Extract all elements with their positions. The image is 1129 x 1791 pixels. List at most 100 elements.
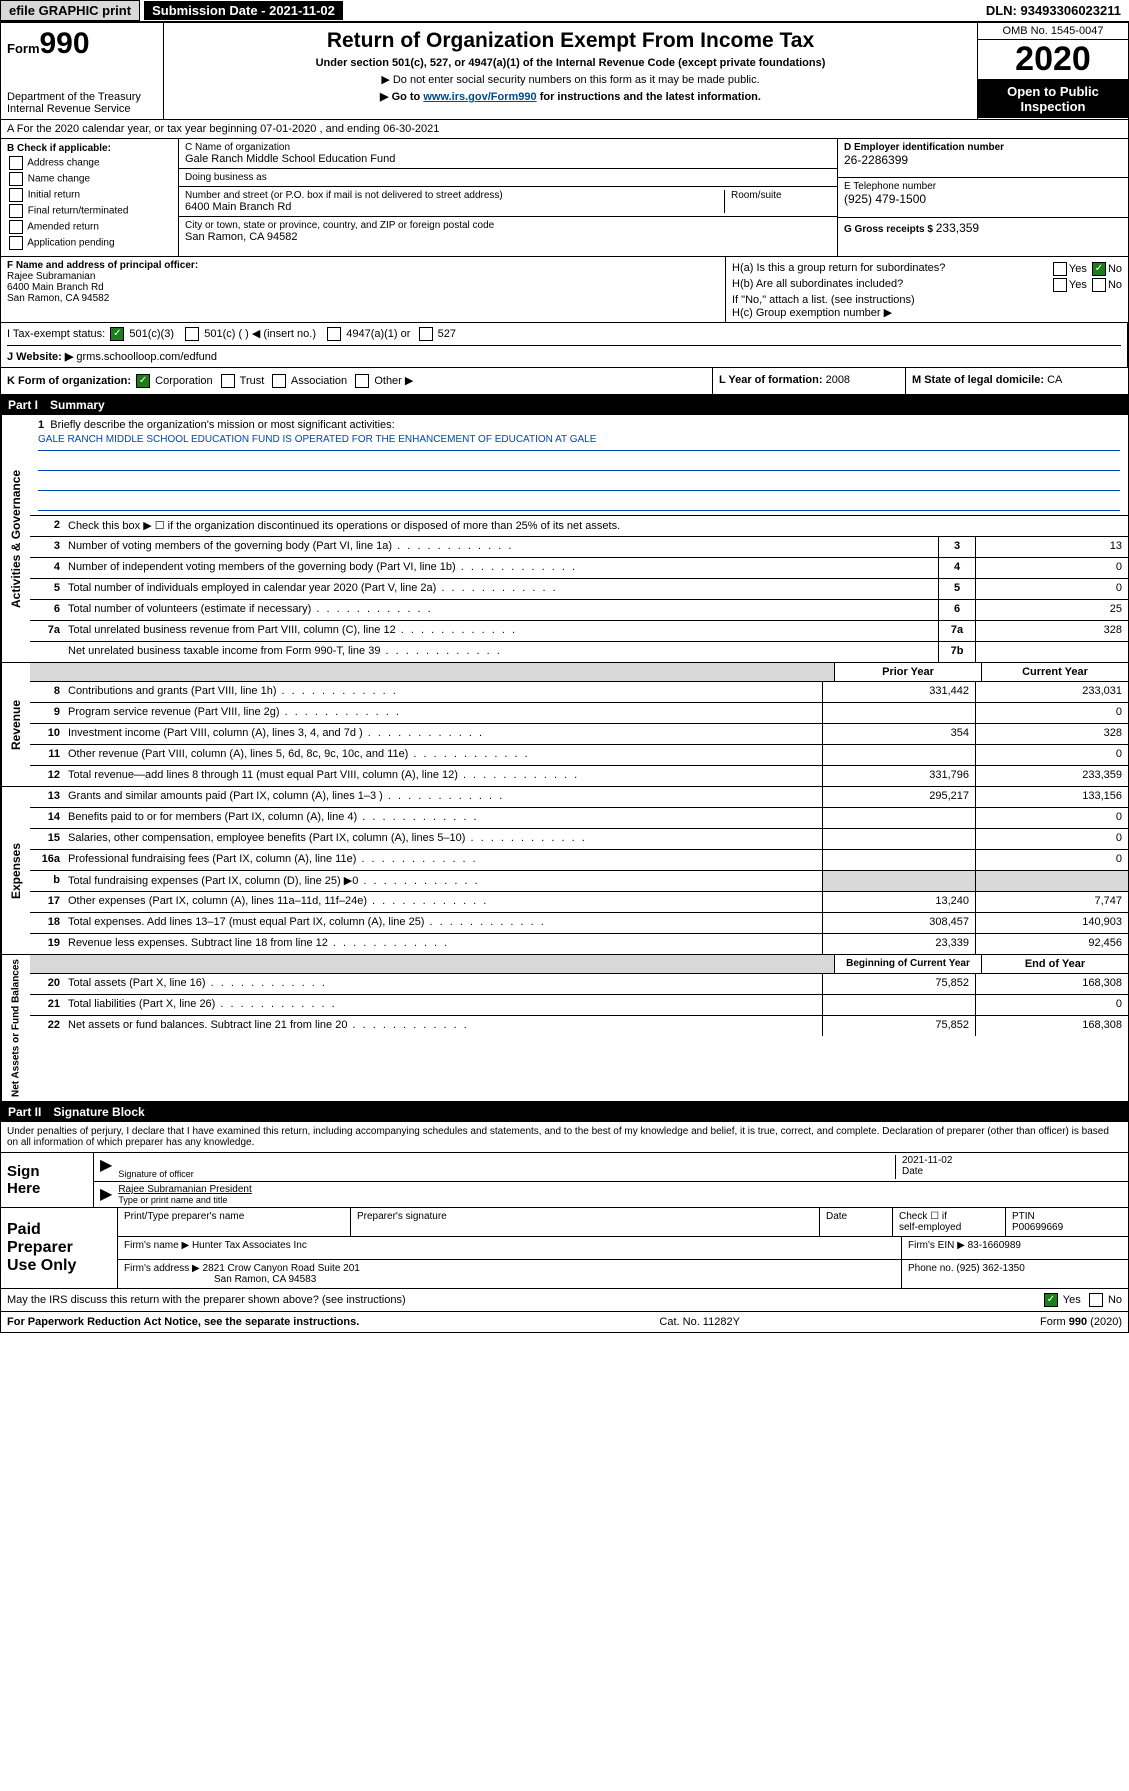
cat-no: Cat. No. 11282Y bbox=[659, 1316, 740, 1328]
chk-4947[interactable] bbox=[327, 327, 341, 341]
part-1-header: Part I Summary bbox=[0, 395, 1129, 415]
ptin: P00699669 bbox=[1012, 1222, 1063, 1233]
summary-row: 12Total revenue—add lines 8 through 11 (… bbox=[30, 766, 1128, 786]
officer-name: Rajee Subramanian bbox=[7, 271, 719, 282]
officer-addr1: 6400 Main Branch Rd bbox=[7, 282, 719, 293]
dln-number: DLN: 93493306023211 bbox=[978, 1, 1129, 20]
open-public-badge: Open to Public Inspection bbox=[978, 80, 1128, 118]
irs-label: Internal Revenue Service bbox=[7, 103, 157, 115]
h-a-label: H(a) Is this a group return for subordin… bbox=[732, 262, 945, 276]
summary-row: 20Total assets (Part X, line 16)75,85216… bbox=[30, 974, 1128, 995]
gross-receipts: 233,359 bbox=[936, 221, 979, 235]
chk-app-pending[interactable] bbox=[9, 236, 23, 250]
chk-corp[interactable] bbox=[136, 374, 150, 388]
discuss-question: May the IRS discuss this return with the… bbox=[7, 1294, 406, 1306]
summary-row: 15Salaries, other compensation, employee… bbox=[30, 829, 1128, 850]
officer-addr2: San Ramon, CA 94582 bbox=[7, 293, 719, 304]
summary-row: 16aProfessional fundraising fees (Part I… bbox=[30, 850, 1128, 871]
website: grms.schoolloop.com/edfund bbox=[76, 351, 217, 363]
chk-501c[interactable] bbox=[185, 327, 199, 341]
subtitle-section: Under section 501(c), 527, or 4947(a)(1)… bbox=[174, 57, 967, 69]
omb-number: OMB No. 1545-0047 bbox=[978, 23, 1128, 40]
summary-row: Net unrelated business taxable income fr… bbox=[30, 642, 1128, 662]
chk-501c3[interactable] bbox=[110, 327, 124, 341]
summary-row: 9Program service revenue (Part VIII, lin… bbox=[30, 703, 1128, 724]
chk-discuss-yes[interactable] bbox=[1044, 1293, 1058, 1307]
line-a-tax-year: A For the 2020 calendar year, or tax yea… bbox=[0, 120, 1129, 139]
chk-discuss-no[interactable] bbox=[1089, 1293, 1103, 1307]
firm-addr2: San Ramon, CA 94583 bbox=[214, 1274, 316, 1285]
perjury-statement: Under penalties of perjury, I declare th… bbox=[0, 1122, 1129, 1153]
efile-print-button[interactable]: efile GRAPHIC print bbox=[0, 0, 140, 21]
street-address: 6400 Main Branch Rd bbox=[185, 201, 718, 213]
summary-row: 6Total number of volunteers (estimate if… bbox=[30, 600, 1128, 621]
paperwork-notice: For Paperwork Reduction Act Notice, see … bbox=[7, 1316, 359, 1328]
firm-name: Hunter Tax Associates Inc bbox=[192, 1240, 307, 1251]
telephone: (925) 479-1500 bbox=[844, 192, 1122, 206]
form-title: Return of Organization Exempt From Incom… bbox=[174, 29, 967, 53]
summary-row: 4Number of independent voting members of… bbox=[30, 558, 1128, 579]
mission-text: GALE RANCH MIDDLE SCHOOL EDUCATION FUND … bbox=[38, 433, 1120, 451]
subtitle-link: ▶ Go to www.irs.gov/Form990 for instruct… bbox=[174, 90, 967, 103]
year-formation: 2008 bbox=[826, 374, 850, 386]
chk-assoc[interactable] bbox=[272, 374, 286, 388]
h-c-label: H(c) Group exemption number ▶ bbox=[732, 306, 1122, 319]
summary-row: 19Revenue less expenses. Subtract line 1… bbox=[30, 934, 1128, 954]
sidebar-activities: Activities & Governance bbox=[1, 415, 30, 662]
summary-row: 10Investment income (Part VIII, column (… bbox=[30, 724, 1128, 745]
summary-row: 11Other revenue (Part VIII, column (A), … bbox=[30, 745, 1128, 766]
col-current-year: Current Year bbox=[981, 663, 1128, 681]
summary-row: 18Total expenses. Add lines 13–17 (must … bbox=[30, 913, 1128, 934]
summary-row: bTotal fundraising expenses (Part IX, co… bbox=[30, 871, 1128, 892]
form-ref: Form 990 (2020) bbox=[1040, 1316, 1122, 1328]
sign-here-label: Sign Here bbox=[1, 1153, 93, 1207]
chk-trust[interactable] bbox=[221, 374, 235, 388]
chk-hb-yes[interactable] bbox=[1053, 278, 1067, 292]
summary-row: 3Number of voting members of the governi… bbox=[30, 537, 1128, 558]
ein: 26-2286399 bbox=[844, 153, 1122, 167]
summary-row: 22Net assets or fund balances. Subtract … bbox=[30, 1016, 1128, 1036]
state-domicile: CA bbox=[1047, 374, 1062, 386]
summary-row: 5Total number of individuals employed in… bbox=[30, 579, 1128, 600]
chk-final-return[interactable] bbox=[9, 204, 23, 218]
sidebar-expenses: Expenses bbox=[1, 787, 30, 954]
summary-row: 7aTotal unrelated business revenue from … bbox=[30, 621, 1128, 642]
col-prior-year: Prior Year bbox=[834, 663, 981, 681]
summary-row: 14Benefits paid to or for members (Part … bbox=[30, 808, 1128, 829]
chk-amended[interactable] bbox=[9, 220, 23, 234]
summary-row: 13Grants and similar amounts paid (Part … bbox=[30, 787, 1128, 808]
form-990-label: Form990 bbox=[7, 27, 157, 61]
chk-hb-no[interactable] bbox=[1092, 278, 1106, 292]
sidebar-revenue: Revenue bbox=[1, 663, 30, 786]
sign-date: 2021-11-02 bbox=[902, 1155, 1122, 1166]
chk-initial-return[interactable] bbox=[9, 188, 23, 202]
h-b-label: H(b) Are all subordinates included? bbox=[732, 278, 903, 292]
summary-row: 17Other expenses (Part IX, column (A), l… bbox=[30, 892, 1128, 913]
chk-name-change[interactable] bbox=[9, 172, 23, 186]
part-2-header: Part II Signature Block bbox=[0, 1102, 1129, 1122]
box-b-checkboxes: B Check if applicable: Address change Na… bbox=[1, 139, 179, 256]
top-bar: efile GRAPHIC print Submission Date - 20… bbox=[0, 0, 1129, 22]
officer-name-title: Rajee Subramanian President bbox=[118, 1184, 1122, 1195]
subtitle-ssn: ▶ Do not enter social security numbers o… bbox=[174, 73, 967, 86]
chk-address-change[interactable] bbox=[9, 156, 23, 170]
firm-ein: 83-1660989 bbox=[968, 1240, 1021, 1251]
tax-year: 2020 bbox=[978, 40, 1128, 80]
col-boy: Beginning of Current Year bbox=[834, 955, 981, 973]
irs-link[interactable]: www.irs.gov/Form990 bbox=[423, 91, 536, 103]
line-2: Check this box ▶ ☐ if the organization d… bbox=[64, 516, 1128, 536]
chk-other[interactable] bbox=[355, 374, 369, 388]
summary-row: 21Total liabilities (Part X, line 26)0 bbox=[30, 995, 1128, 1016]
chk-ha-no[interactable] bbox=[1092, 262, 1106, 276]
firm-addr1: 2821 Crow Canyon Road Suite 201 bbox=[203, 1263, 360, 1274]
form-header: Form990 Department of the Treasury Inter… bbox=[0, 22, 1129, 120]
chk-ha-yes[interactable] bbox=[1053, 262, 1067, 276]
chk-527[interactable] bbox=[419, 327, 433, 341]
col-eoy: End of Year bbox=[981, 955, 1128, 973]
dept-treasury: Department of the Treasury bbox=[7, 91, 157, 103]
city-state-zip: San Ramon, CA 94582 bbox=[185, 231, 831, 243]
firm-phone: (925) 362-1350 bbox=[956, 1263, 1024, 1274]
sidebar-net-assets: Net Assets or Fund Balances bbox=[1, 955, 30, 1101]
submission-date: Submission Date - 2021-11-02 bbox=[144, 1, 343, 20]
summary-row: 8Contributions and grants (Part VIII, li… bbox=[30, 682, 1128, 703]
